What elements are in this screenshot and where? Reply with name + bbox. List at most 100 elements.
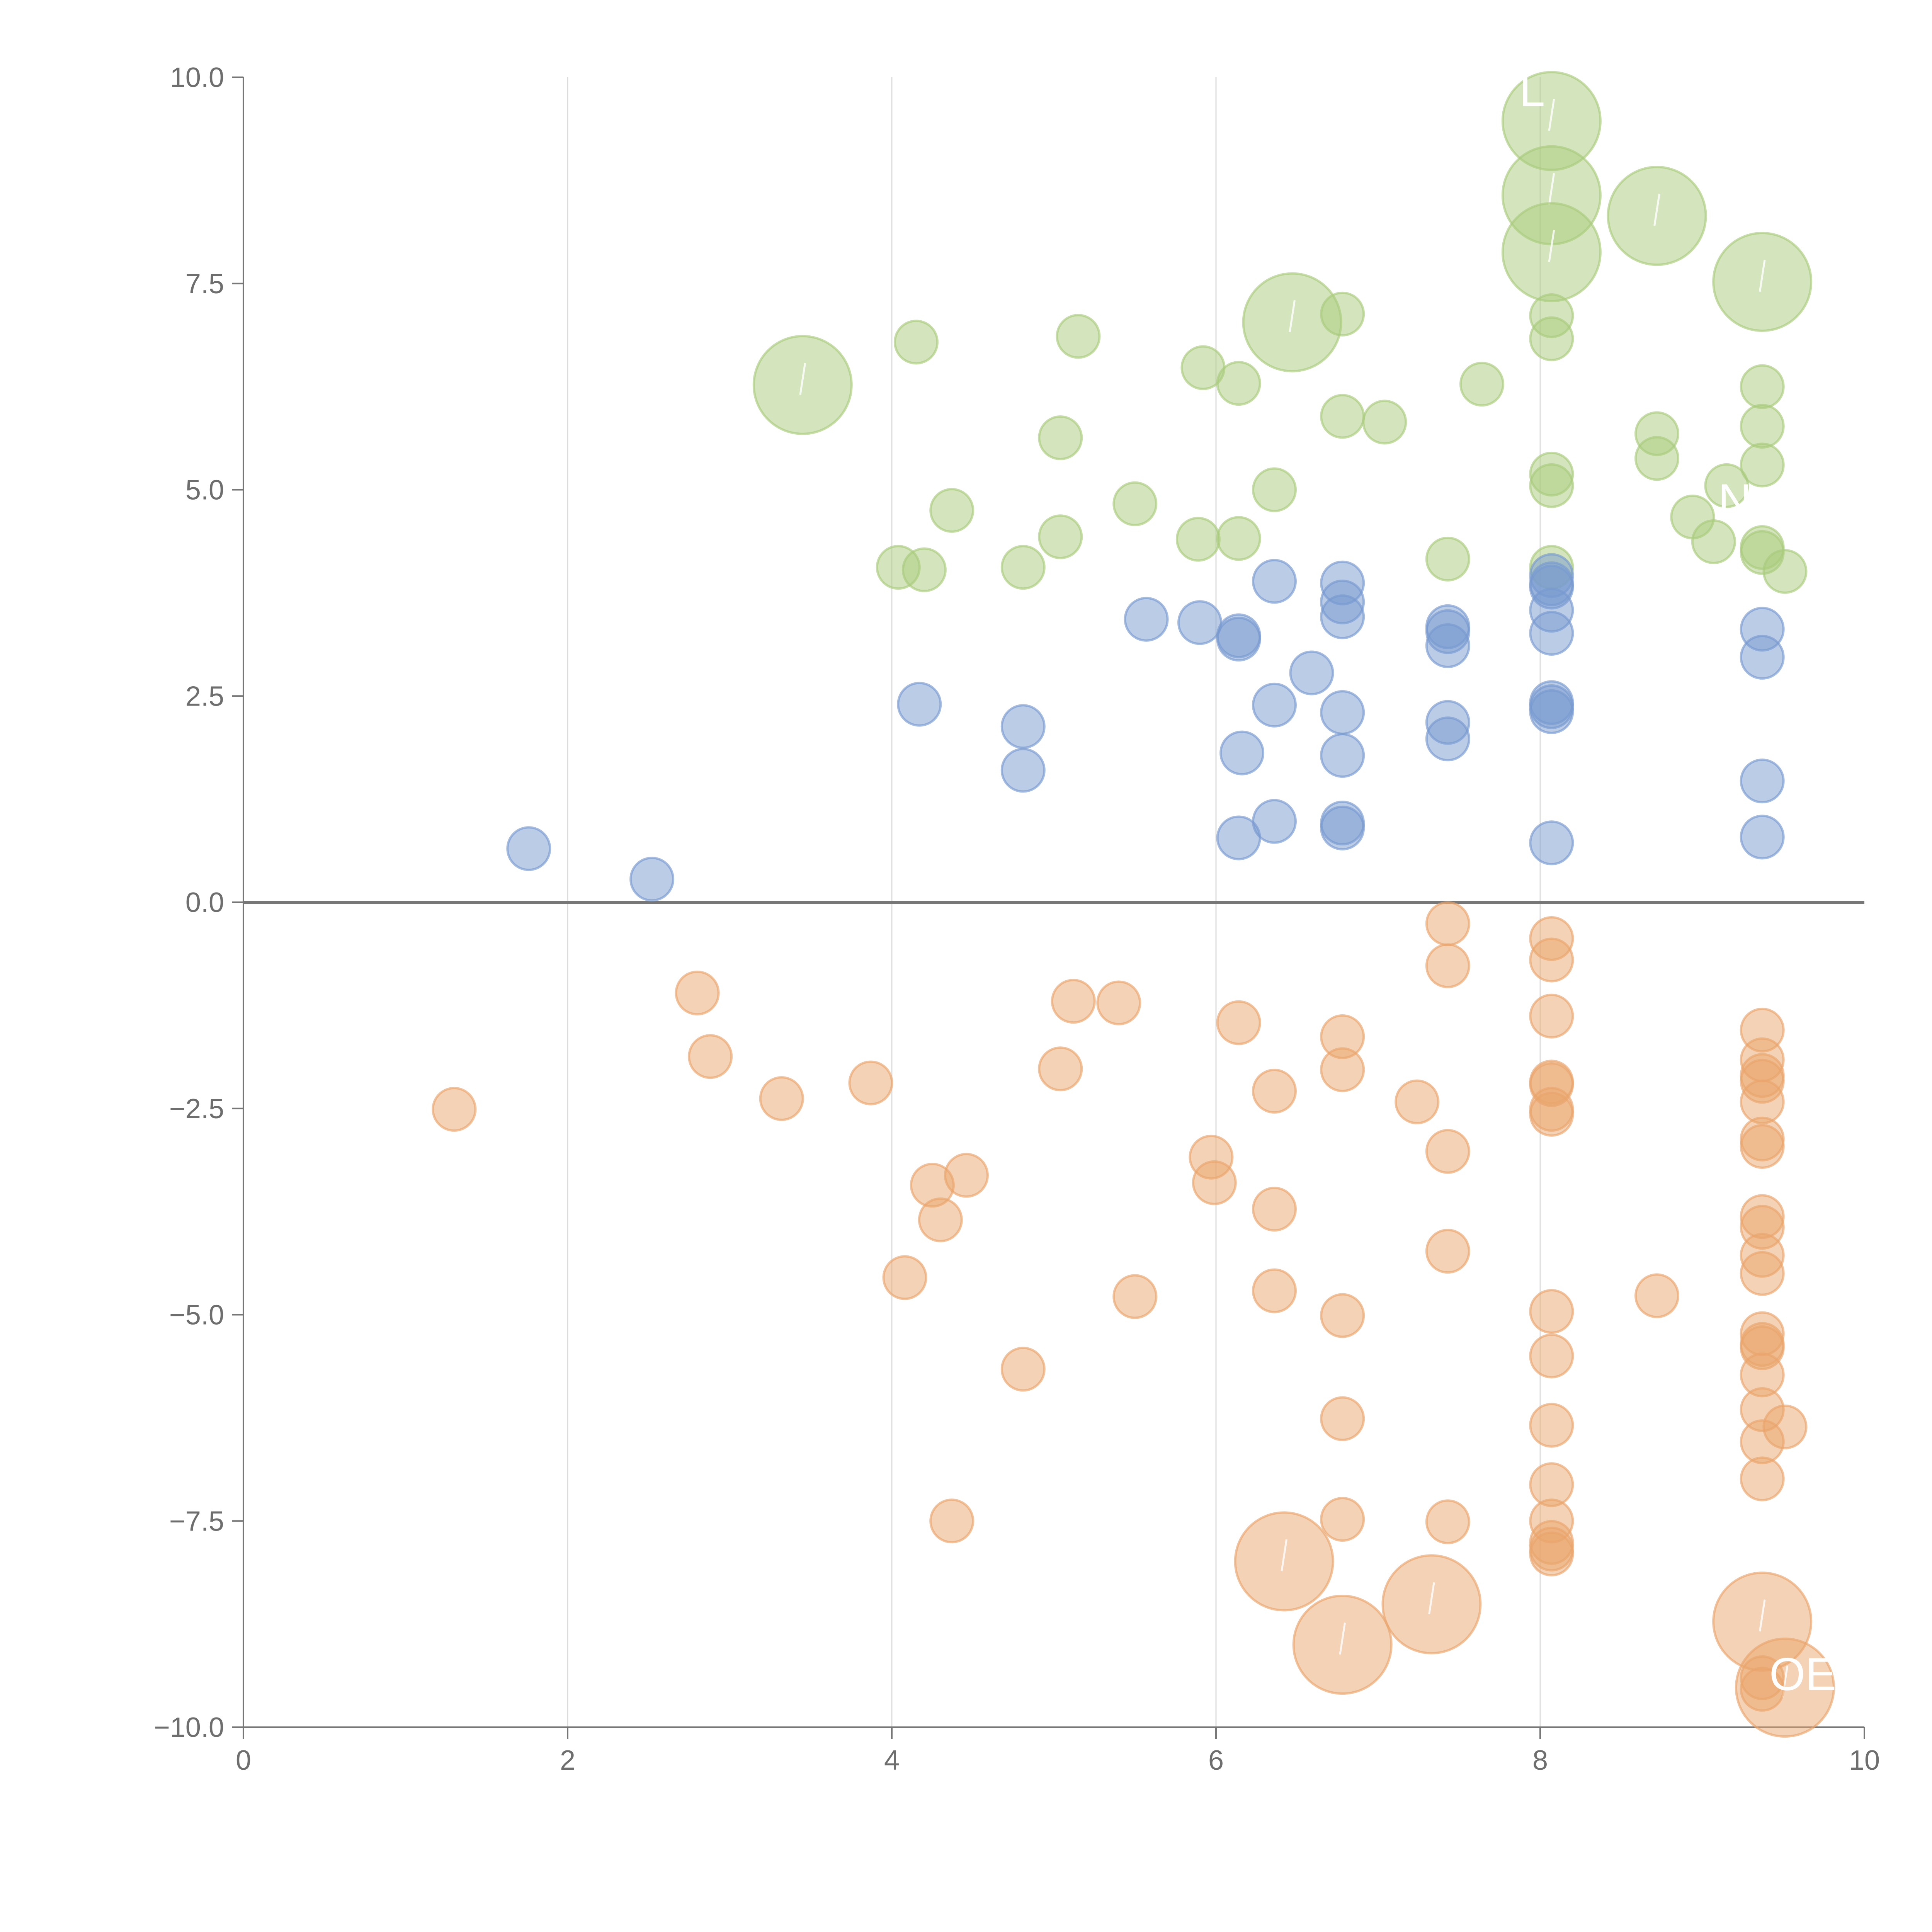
data-point-green[interactable]: [1740, 442, 1785, 488]
data-point-orange[interactable]: [675, 970, 720, 1015]
data-point-green[interactable]: [1762, 549, 1808, 594]
data-point-blue[interactable]: [1740, 634, 1785, 680]
data-point-orange[interactable]: [1320, 1497, 1365, 1542]
data-point-blue[interactable]: [506, 826, 551, 871]
data-point-green[interactable]: [1704, 463, 1749, 508]
data-point-blue[interactable]: [1320, 690, 1365, 735]
data-point-blue[interactable]: [1216, 815, 1261, 861]
data-point-green[interactable]: [1362, 400, 1407, 445]
data-point-green[interactable]: [1216, 516, 1261, 561]
data-point-orange[interactable]: [1740, 1124, 1785, 1169]
series-orange: [432, 901, 1835, 1738]
data-point-orange[interactable]: [1051, 979, 1096, 1024]
data-point-blue[interactable]: [1000, 704, 1046, 749]
data-point-blue[interactable]: [1216, 616, 1261, 662]
data-point-green[interactable]: [1691, 519, 1736, 565]
data-point-orange[interactable]: [1096, 980, 1141, 1026]
data-point-green[interactable]: [1320, 394, 1365, 439]
data-point-orange[interactable]: [1216, 1000, 1261, 1045]
data-point-orange[interactable]: [1192, 1160, 1237, 1205]
data-point-blue[interactable]: [629, 857, 675, 902]
data-point-green[interactable]: [1112, 481, 1158, 526]
data-point-orange[interactable]: [1425, 901, 1470, 946]
data-point-orange[interactable]: [1395, 1079, 1440, 1124]
data-point-orange[interactable]: [1529, 1289, 1574, 1334]
data-point-orange[interactable]: [1000, 1347, 1046, 1392]
data-point-green[interactable]: [1038, 514, 1083, 560]
data-point-orange[interactable]: [1252, 1187, 1297, 1232]
data-point-green[interactable]: [1216, 361, 1261, 406]
data-point-orange[interactable]: [929, 1498, 975, 1544]
data-point-green[interactable]: [1038, 415, 1083, 460]
data-point-orange[interactable]: [848, 1060, 893, 1105]
data-point-green[interactable]: [1459, 362, 1504, 407]
data-point-orange[interactable]: [1529, 937, 1574, 983]
data-point-blue[interactable]: [1124, 597, 1169, 642]
data-point-green[interactable]: [1320, 291, 1365, 337]
data-point-orange[interactable]: [1529, 1531, 1574, 1577]
data-point-orange[interactable]: [1038, 1046, 1083, 1092]
data-point-orange[interactable]: [1425, 1229, 1470, 1274]
data-point-orange[interactable]: [918, 1197, 963, 1242]
bubble-leader-line: [1548, 173, 1555, 205]
data-point-green[interactable]: [1252, 467, 1297, 512]
data-point-blue[interactable]: [1289, 650, 1334, 696]
data-point-orange[interactable]: [1320, 1047, 1365, 1092]
x-tick-label: 8: [1532, 1745, 1548, 1776]
series-green: [752, 71, 1813, 594]
data-point-orange[interactable]: [882, 1255, 927, 1300]
data-point-green[interactable]: [1056, 314, 1101, 359]
data-point-orange[interactable]: [1529, 993, 1574, 1039]
x-tick-label: 6: [1208, 1745, 1224, 1776]
data-point-orange[interactable]: [1252, 1268, 1297, 1313]
data-point-orange[interactable]: [1740, 1667, 1785, 1712]
data-point-green[interactable]: [929, 488, 975, 533]
data-point-blue[interactable]: [1529, 820, 1574, 866]
data-point-blue[interactable]: [897, 682, 942, 727]
data-point-orange[interactable]: [1529, 1092, 1574, 1137]
data-point-orange[interactable]: [1740, 1251, 1785, 1296]
data-point-green[interactable]: [893, 320, 939, 365]
data-point-orange[interactable]: [1529, 1333, 1574, 1379]
data-point-green[interactable]: [1529, 463, 1574, 508]
data-point-blue[interactable]: [1219, 730, 1265, 776]
data-point-green[interactable]: [1529, 316, 1574, 361]
data-point-blue[interactable]: [1740, 815, 1785, 860]
data-point-orange[interactable]: [688, 1034, 733, 1079]
data-point-orange[interactable]: [1425, 1499, 1470, 1544]
data-point-blue[interactable]: [1529, 611, 1574, 656]
data-point-orange[interactable]: [1112, 1274, 1158, 1319]
data-point-blue[interactable]: [1320, 733, 1365, 778]
data-point-blue[interactable]: [1177, 600, 1223, 645]
series-blue: [506, 553, 1785, 902]
data-point-green[interactable]: [1425, 536, 1470, 582]
data-point-blue[interactable]: [1320, 594, 1365, 639]
data-point-blue[interactable]: [1252, 559, 1297, 604]
data-point-blue[interactable]: [1000, 748, 1046, 793]
data-point-orange[interactable]: [1320, 1396, 1365, 1441]
data-point-blue[interactable]: [1252, 682, 1297, 728]
data-point-green[interactable]: [1740, 404, 1785, 449]
data-point-orange[interactable]: [1320, 1293, 1365, 1338]
data-point-blue[interactable]: [1529, 689, 1574, 734]
data-point-orange[interactable]: [1425, 943, 1470, 988]
data-point-blue[interactable]: [1740, 759, 1785, 804]
data-point-green[interactable]: [1000, 545, 1046, 590]
data-point-orange[interactable]: [1252, 1068, 1297, 1114]
data-point-orange[interactable]: [1425, 1129, 1470, 1174]
data-point-orange[interactable]: [1634, 1273, 1680, 1318]
data-point-orange[interactable]: [432, 1087, 477, 1132]
y-tick-label: −2.5: [169, 1094, 224, 1124]
data-point-green[interactable]: [1634, 436, 1680, 481]
data-point-blue[interactable]: [1320, 805, 1365, 850]
data-point-green[interactable]: [901, 547, 947, 592]
data-point-orange[interactable]: [759, 1076, 804, 1121]
data-point-orange[interactable]: [1740, 1456, 1785, 1502]
data-point-blue[interactable]: [1425, 623, 1470, 668]
data-point-green[interactable]: [1740, 364, 1785, 409]
data-point-green[interactable]: [1175, 517, 1221, 562]
data-point-blue[interactable]: [1425, 716, 1470, 762]
data-point-orange[interactable]: [1529, 1403, 1574, 1448]
